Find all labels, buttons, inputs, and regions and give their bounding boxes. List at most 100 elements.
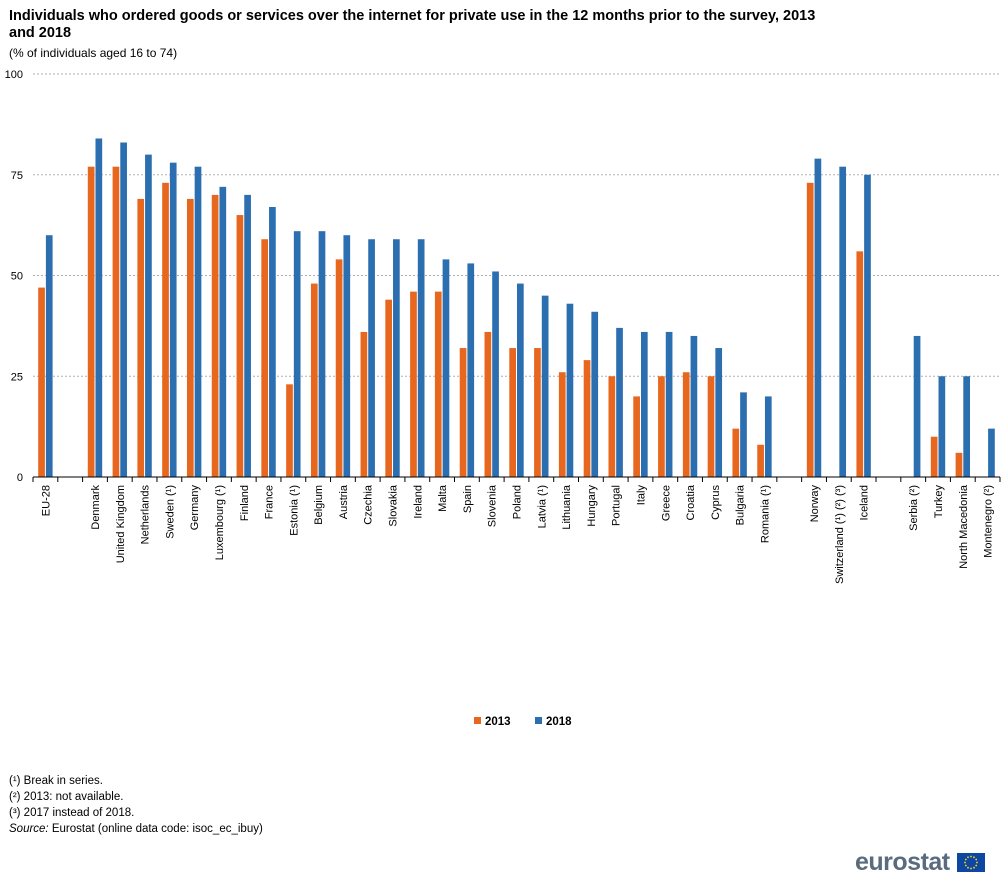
x-category-label: Netherlands <box>140 485 152 545</box>
y-tick-label: 50 <box>11 271 23 283</box>
x-category-label: North Macedonia <box>958 484 970 569</box>
bar-2013 <box>534 348 541 477</box>
x-category-label: Slovenia <box>487 484 499 527</box>
flag-star <box>970 867 972 870</box>
bar-2013 <box>310 283 318 477</box>
bar-2013 <box>335 259 343 477</box>
bar-2013 <box>658 376 665 477</box>
bar-2018 <box>591 311 599 477</box>
bar-2013 <box>856 251 864 477</box>
flag-star <box>964 861 966 864</box>
x-category-label: United Kingdom <box>115 485 127 563</box>
x-category-label: Estonia (¹) <box>288 485 300 536</box>
bar-2018 <box>864 174 871 477</box>
x-category-label: Turkey <box>933 485 945 519</box>
bar-2018 <box>913 335 921 477</box>
x-category-label: Portugal <box>611 485 623 526</box>
y-tick-label: 25 <box>11 371 23 383</box>
bar-2013 <box>955 452 963 477</box>
logo-text: eurostat <box>855 848 950 876</box>
bar-2018 <box>988 428 995 477</box>
x-category-label: Latvia (¹) <box>536 485 548 528</box>
bar-2013 <box>186 198 194 477</box>
bar-2018 <box>814 158 822 477</box>
eurostat-logo: eurostat <box>855 848 986 877</box>
bar-2013 <box>360 331 368 477</box>
axes: 0 25 50 75 100 EU-28 Denmark United Kingdom Neth… <box>5 69 1001 584</box>
footnote-2013-not-available: (²) 2013: not available. <box>9 791 124 803</box>
chart-title: Individuals who ordered goods or service… <box>9 8 816 41</box>
x-category-label: Czechia <box>363 484 375 525</box>
x-category-label: Norway <box>809 485 821 523</box>
x-category-label: Belgium <box>313 485 325 525</box>
bar-2013 <box>112 166 120 477</box>
bar-2018 <box>740 392 747 477</box>
bar-2013 <box>211 194 219 477</box>
bar-2013 <box>87 166 95 477</box>
y-tick-label: 75 <box>11 170 23 182</box>
bar-2018 <box>318 231 326 477</box>
source-label: Source: <box>9 823 49 835</box>
source-text: Eurostat (online data code: isoc_ec_ibuy… <box>48 823 263 835</box>
bar-2018 <box>715 348 723 477</box>
y-tick-label: 100 <box>5 69 23 81</box>
x-category-label: Montenegro (²) <box>983 485 995 558</box>
bar-2018 <box>764 396 772 477</box>
bar-2013 <box>806 182 814 477</box>
bar-2013 <box>162 182 169 477</box>
bar-2018 <box>442 259 450 477</box>
x-category-label: Sweden (¹) <box>164 485 176 539</box>
source-line: Source: Eurostat (online data code: isoc… <box>9 821 263 837</box>
x-category-label: Luxembourg (¹) <box>214 485 226 560</box>
bar-2018 <box>566 303 574 477</box>
flag-star <box>973 856 975 859</box>
bar-2018 <box>640 331 648 477</box>
bar-2018 <box>839 166 847 477</box>
y-tick-label: 0 <box>17 472 23 484</box>
bars <box>38 138 995 478</box>
bar-2018 <box>343 235 351 477</box>
x-category-label: Denmark <box>90 485 102 530</box>
flag-star <box>973 866 975 869</box>
footnote-2017-instead: (³) 2017 instead of 2018. <box>9 807 135 819</box>
bar-2013 <box>137 198 145 477</box>
bar-2013 <box>633 396 640 477</box>
bar-2013 <box>286 384 293 477</box>
bar-2018 <box>665 331 673 477</box>
flag-star <box>975 864 978 867</box>
bar-2013 <box>459 348 467 477</box>
flag-star <box>964 864 967 867</box>
bar-2013 <box>707 376 715 477</box>
x-category-label: Iceland <box>859 485 871 520</box>
bar-2018 <box>492 271 499 477</box>
bar-2013 <box>558 372 566 477</box>
flag-star <box>964 858 967 861</box>
bar-2018 <box>120 142 127 477</box>
bar-2018 <box>517 283 524 477</box>
bar-2013 <box>236 215 244 478</box>
bar-2018 <box>169 162 177 477</box>
bar-2013 <box>434 291 442 477</box>
x-category-label: Germany <box>189 485 201 531</box>
bar-2013 <box>757 444 764 477</box>
legend-label-2018: 2018 <box>546 716 572 728</box>
x-category-label: Switzerland (¹) (²) (³) <box>834 485 846 584</box>
bar-2018 <box>541 295 549 477</box>
bar-2018 <box>616 327 623 477</box>
x-category-label: Austria <box>338 484 350 519</box>
flag-star <box>970 855 972 858</box>
flag-star <box>976 861 978 864</box>
bar-2013 <box>484 331 492 477</box>
bar-2018 <box>393 239 400 477</box>
chart-subtitle: (% of individuals aged 16 to 74) <box>9 46 178 60</box>
x-category-label: France <box>264 485 276 519</box>
bar-2018 <box>194 166 202 477</box>
x-category-label: Malta <box>437 484 449 512</box>
legend: 2013 2018 <box>0 716 1005 732</box>
bar-2018 <box>467 263 475 477</box>
bar-2018 <box>244 194 251 477</box>
x-category-label: Finland <box>239 485 251 521</box>
flag-star <box>967 866 969 869</box>
bar-2018 <box>690 335 698 477</box>
bar-2013 <box>732 428 740 477</box>
